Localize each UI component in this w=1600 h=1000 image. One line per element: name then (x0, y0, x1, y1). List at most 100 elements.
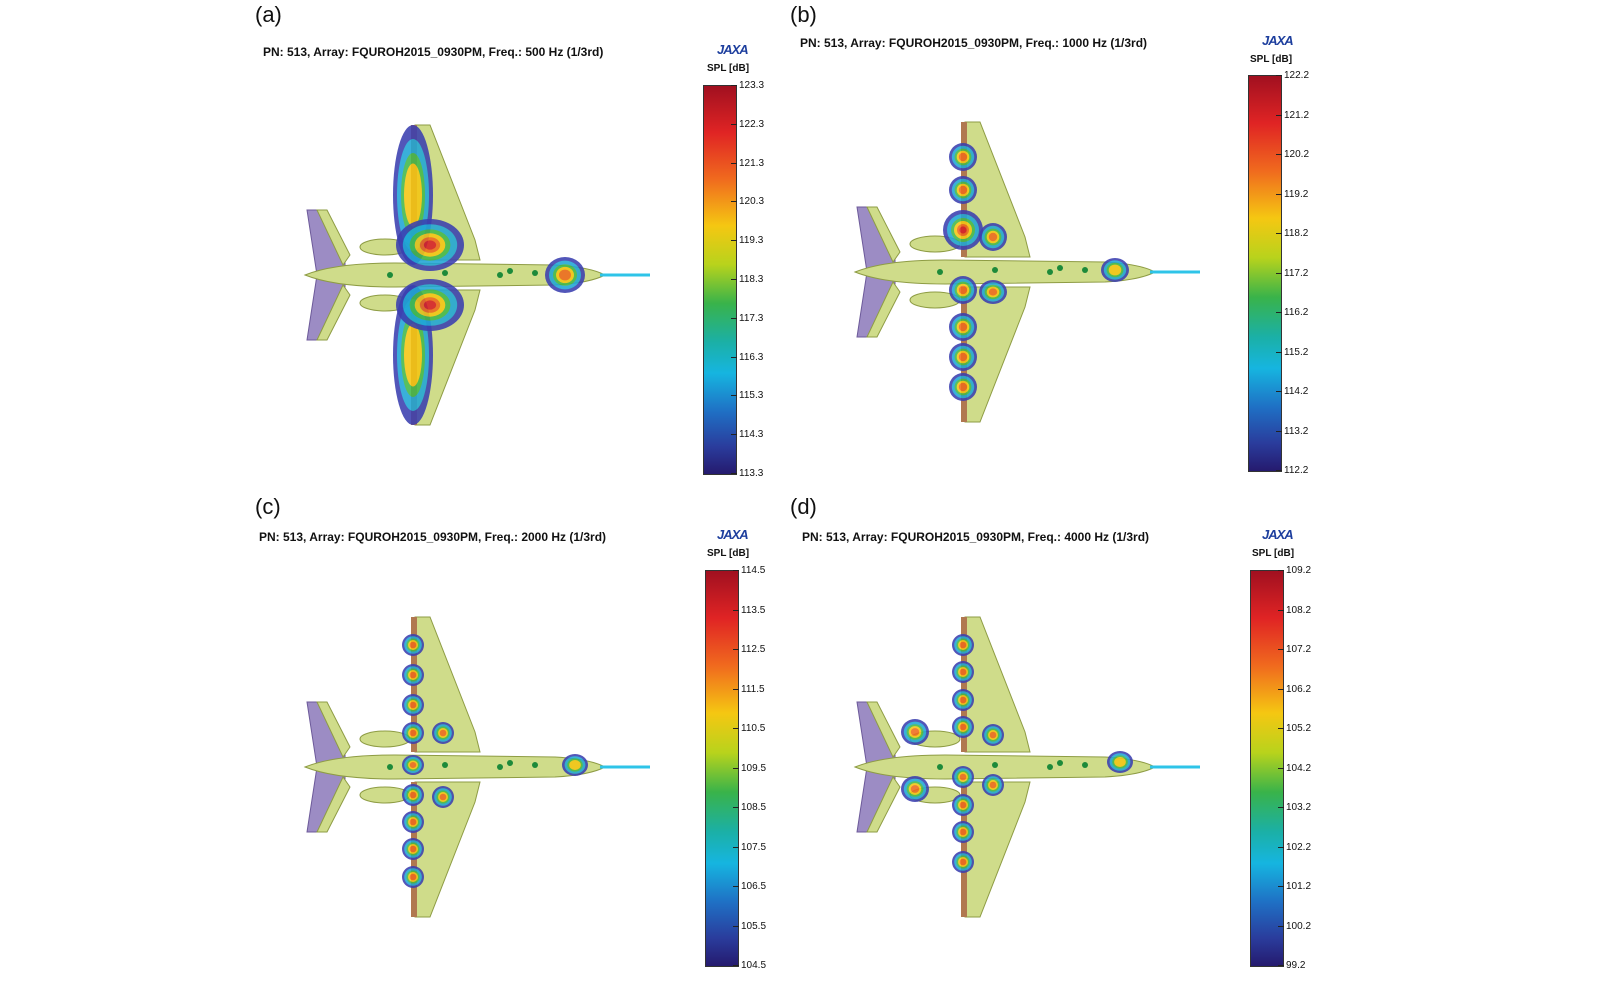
tail-upper-edge (316, 701, 351, 758)
colorbar-tick (1276, 193, 1282, 195)
source-ring (409, 671, 417, 679)
source-ring (959, 773, 967, 781)
noise-source (402, 694, 424, 716)
noise-source (402, 722, 424, 744)
sensor-marker (1047, 269, 1053, 275)
source-ring (959, 668, 967, 676)
sensor-marker (937, 764, 943, 770)
noise-source (982, 724, 1004, 746)
noise-source (952, 689, 974, 711)
colorbar-unit: SPL [dB] (707, 548, 750, 559)
colorbar-tick-label: 106.5 (741, 881, 767, 892)
colorbar-tick (1278, 688, 1284, 690)
colorbar-tick-label: 120.3 (739, 196, 765, 208)
panel-letter: (d) (790, 494, 817, 519)
noise-source (952, 851, 974, 873)
colorbar-unit: SPL [dB] (1250, 54, 1293, 65)
noise-source (396, 219, 464, 271)
noise-source (949, 176, 977, 204)
colorbar (1250, 570, 1284, 967)
sensor-marker (532, 762, 538, 768)
aircraft (303, 616, 650, 918)
flap-edge-upper (961, 617, 967, 752)
noise-source (432, 786, 454, 808)
colorbar-tick (733, 925, 739, 927)
noise-source (432, 722, 454, 744)
source-core (423, 300, 437, 310)
colorbar-tick-label: 108.2 (1286, 604, 1312, 616)
source-ring (959, 641, 967, 649)
source-ring (439, 793, 447, 801)
colorbar-tick-label: 119.3 (739, 235, 764, 247)
colorbar-tick-label: 107.2 (1286, 644, 1312, 655)
source-ring (958, 152, 968, 162)
colorbar-tick-label: 111.5 (741, 683, 765, 695)
sensor-marker (532, 270, 538, 276)
source-ring (569, 760, 581, 770)
source-core (423, 240, 437, 250)
noise-source (402, 664, 424, 686)
colorbar-tick (1278, 767, 1284, 769)
tail-upper-edge (866, 701, 901, 758)
noise-source (979, 280, 1007, 304)
colorbar-tick-label: 104.5 (741, 960, 767, 971)
colorbar-tick-label: 99.2 (1286, 960, 1306, 971)
colorbar-tick (1278, 609, 1284, 611)
noise-source (952, 766, 974, 788)
colorbar-tick (1276, 470, 1282, 471)
colorbar-tick (731, 317, 737, 319)
colorbar-tick (1278, 649, 1284, 650)
noise-source (952, 661, 974, 683)
sensor-marker (1057, 760, 1063, 766)
fuselage (303, 754, 607, 780)
colorbar-tick-label: 105.5 (741, 920, 767, 932)
colorbar-tick-label: 113.2 (1284, 425, 1309, 437)
source-ring (439, 729, 447, 737)
source-ring (1108, 264, 1122, 276)
panel-a: (a) PN: 513, Array: FQUROH2015_0930PM, F… (255, 0, 775, 490)
tail-lower-edge (866, 776, 901, 833)
horizontal-tail-lower (856, 271, 896, 338)
aircraft (853, 121, 1200, 423)
source-ring (409, 818, 417, 826)
source-ring (910, 728, 920, 736)
horizontal-tail-upper (856, 701, 896, 768)
noise-source (949, 373, 977, 401)
colorbar-tick-label: 113.5 (741, 604, 766, 616)
source-ring (958, 322, 968, 332)
sensor-marker (1082, 762, 1088, 768)
colorbar-tick (733, 609, 739, 611)
colorbar-tick-label: 104.2 (1286, 762, 1312, 774)
noise-source (562, 754, 588, 776)
source-ring (959, 858, 967, 866)
sensor-marker (507, 760, 513, 766)
noise-source (943, 210, 983, 250)
source-ring (959, 723, 967, 731)
source-ring (404, 163, 422, 227)
horizontal-tail-lower (306, 274, 346, 341)
sensor-marker (1082, 267, 1088, 273)
colorbar-tick-label: 105.2 (1286, 723, 1312, 734)
airframe-sound-map (303, 616, 650, 918)
source-ring (409, 729, 417, 737)
colorbar-tick (1278, 925, 1284, 927)
source-ring (988, 288, 998, 296)
panel-d: (d) PN: 513, Array: FQUROH2015_0930PM, F… (790, 492, 1330, 982)
colorbar-tick (731, 240, 737, 242)
sensor-marker (442, 270, 448, 276)
colorbar-tick (731, 395, 737, 397)
colorbar-tick (1276, 154, 1282, 155)
colorbar-unit: SPL [dB] (707, 63, 750, 74)
colorbar-tick (733, 846, 739, 848)
noise-source (901, 719, 929, 745)
noise-source (949, 143, 977, 171)
source-ring (409, 845, 417, 853)
airframe-sound-map (853, 121, 1200, 423)
noise-source (402, 811, 424, 833)
colorbar-tick-label: 117.3 (739, 312, 764, 324)
colorbar-tick-label: 100.2 (1286, 920, 1312, 932)
colorbar-tick-label: 109.5 (741, 762, 767, 774)
colorbar-tick-label: 116.3 (739, 351, 764, 363)
colorbar-tick (731, 162, 737, 164)
source-ring (1114, 757, 1126, 767)
